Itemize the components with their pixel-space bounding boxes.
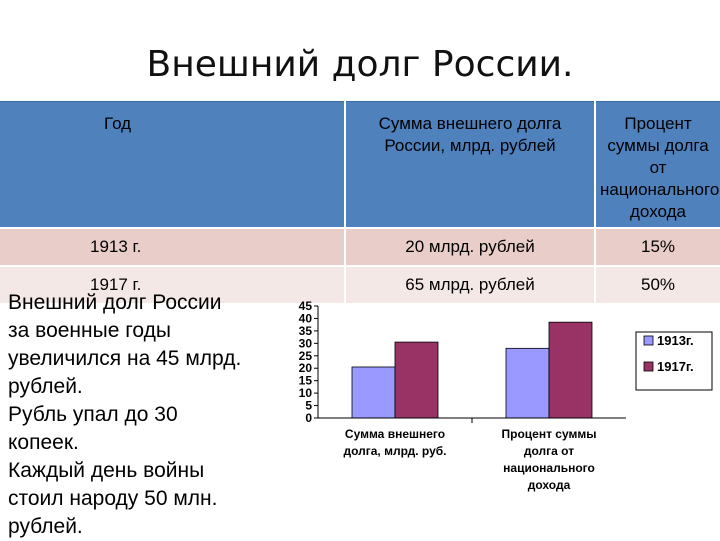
x-axis: Сумма внешнего долга, млрд. руб. Процент с… <box>318 417 626 492</box>
x-category-label: дохода <box>528 478 571 492</box>
x-category-label: национального <box>503 461 595 475</box>
y-tick-label: 45 <box>299 299 313 313</box>
y-tick-label: 20 <box>299 361 313 375</box>
header-percent-line-3: дохода <box>630 202 686 221</box>
x-category-label: долга от <box>524 444 574 458</box>
summary-line: за военные годы <box>8 319 171 342</box>
table-row: 1917 г. 65 млрд. рублей 50% <box>0 265 720 303</box>
legend-swatch <box>643 335 654 346</box>
summary-line: Рубль упал до 30 <box>8 403 178 426</box>
cell-year: 1913 г. <box>0 227 345 266</box>
summary-line: увеличился на 45 млрд. <box>8 347 242 370</box>
header-year-label: Год <box>104 114 132 133</box>
legend-label: 1913г. <box>657 333 694 348</box>
table-row: 1913 г. 20 млрд. рублей 15% <box>0 227 720 266</box>
y-tick-label: 35 <box>299 324 313 338</box>
legend-swatch <box>643 361 654 372</box>
legend-label: 1917г. <box>657 359 694 374</box>
cell-year: 1917 г. <box>0 265 345 303</box>
header-debt-percent: Процент суммы долга от национального дох… <box>594 101 720 228</box>
y-tick-label: 25 <box>299 349 313 363</box>
x-category-label: Сумма внешнего <box>345 427 445 441</box>
cell-debt-percent: 50% <box>594 265 720 303</box>
bar-1913-1 <box>505 347 550 419</box>
summary-line: рублей. <box>8 375 83 398</box>
summary-line: копеек. <box>8 431 79 454</box>
header-debt-line-1: Сумма внешнего долга <box>378 114 562 133</box>
y-tick-label: 5 <box>305 399 312 413</box>
y-tick-label: 40 <box>299 311 313 325</box>
bars <box>351 321 593 419</box>
slide-title: Внешний долг России. <box>146 44 574 85</box>
header-debt-sum: Сумма внешнего долга России, млрд. рубле… <box>344 101 595 228</box>
header-percent-line-1: Процент суммы долга <box>607 114 709 155</box>
cell-debt-sum: 65 млрд. рублей <box>344 265 595 303</box>
y-tick-label: 0 <box>305 411 312 425</box>
summary-line: стоил народу 50 млн. <box>8 487 218 510</box>
header-debt-line-2: России, млрд. рублей <box>384 136 556 155</box>
bar-1913-0 <box>351 366 396 419</box>
y-tick-label: 10 <box>299 386 313 400</box>
legend: 1913г. 1917г. <box>635 331 713 391</box>
bar-1917-0 <box>394 341 439 419</box>
summary-line: Внешний долг России <box>8 291 222 314</box>
y-tick-label: 30 <box>299 336 313 350</box>
bar-1917-1 <box>548 321 593 419</box>
summary-line: рублей. <box>8 515 83 538</box>
cell-debt-percent: 15% <box>594 227 720 266</box>
x-category-label: долга, млрд. руб. <box>343 444 446 458</box>
x-category-label: Процент суммы <box>502 427 597 441</box>
header-percent-line-2: от национального <box>600 158 720 199</box>
cell-debt-sum: 20 млрд. рублей <box>344 227 595 266</box>
debt-table: Год Сумма внешнего долга России, млрд. р… <box>0 101 720 303</box>
table-header-row: Год Сумма внешнего долга России, млрд. р… <box>0 101 720 228</box>
summary-line: Каждый день войны <box>8 459 205 482</box>
header-year: Год <box>0 101 345 228</box>
y-tick-label: 15 <box>299 374 313 388</box>
summary-text: Внешний долг России за военные годы увел… <box>8 289 288 541</box>
